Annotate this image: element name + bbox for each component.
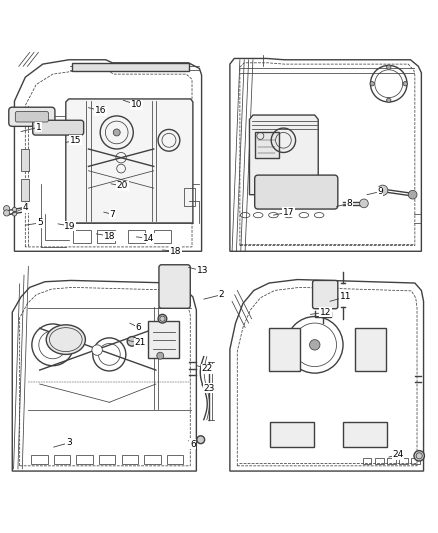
Text: 23: 23 [201, 384, 215, 393]
FancyBboxPatch shape [9, 107, 55, 126]
Circle shape [158, 314, 167, 323]
Circle shape [414, 450, 424, 461]
Bar [318, 287, 332, 302]
Text: 12: 12 [311, 308, 331, 317]
Text: 11: 11 [330, 293, 351, 302]
Text: 19: 19 [58, 222, 76, 231]
Circle shape [370, 82, 374, 86]
Text: 7: 7 [104, 210, 115, 219]
Bar [343, 422, 387, 447]
Circle shape [12, 212, 17, 216]
Text: 18: 18 [162, 247, 181, 256]
Text: 21: 21 [127, 338, 145, 347]
Bar [144, 455, 161, 464]
Bar [184, 188, 195, 206]
FancyBboxPatch shape [159, 265, 190, 308]
Bar [53, 455, 70, 464]
Bar [167, 455, 184, 464]
Ellipse shape [46, 325, 85, 354]
Bar [165, 295, 173, 305]
Bar [72, 63, 189, 71]
Circle shape [92, 345, 102, 356]
Text: 3: 3 [53, 438, 72, 447]
Text: 15: 15 [66, 136, 81, 145]
Text: 13: 13 [188, 266, 208, 276]
Polygon shape [250, 115, 318, 195]
Text: 10: 10 [123, 100, 142, 109]
Text: 24: 24 [389, 450, 404, 459]
Bar [99, 455, 116, 464]
Bar [363, 457, 371, 464]
Text: 22: 22 [197, 364, 212, 373]
Text: 9: 9 [367, 187, 383, 196]
Circle shape [387, 65, 391, 69]
Circle shape [157, 352, 164, 359]
Text: 16: 16 [88, 106, 106, 115]
Bar [76, 455, 93, 464]
Circle shape [310, 340, 320, 350]
Bar [21, 149, 29, 171]
Bar [31, 455, 47, 464]
Bar [121, 455, 138, 464]
Circle shape [12, 207, 17, 212]
Circle shape [408, 190, 417, 199]
Bar [269, 328, 300, 371]
Circle shape [127, 336, 137, 346]
Polygon shape [66, 99, 193, 223]
Circle shape [387, 98, 391, 102]
Circle shape [360, 199, 368, 208]
Circle shape [4, 206, 10, 212]
FancyBboxPatch shape [33, 120, 84, 135]
Text: 14: 14 [136, 233, 154, 243]
Bar [387, 457, 396, 464]
Text: 6: 6 [130, 323, 141, 332]
Bar [154, 230, 171, 243]
Text: 6: 6 [188, 440, 196, 449]
Text: 5: 5 [25, 219, 42, 228]
Circle shape [4, 210, 10, 216]
Bar [254, 132, 279, 158]
Bar [375, 457, 384, 464]
Bar [97, 230, 115, 243]
FancyBboxPatch shape [15, 111, 48, 122]
Bar [399, 457, 408, 464]
Bar [355, 328, 386, 371]
Bar [73, 230, 91, 243]
Circle shape [403, 82, 407, 86]
Text: 1: 1 [21, 123, 41, 132]
FancyBboxPatch shape [313, 280, 338, 309]
Text: 20: 20 [111, 181, 128, 190]
Text: 2: 2 [204, 290, 224, 300]
Bar [411, 457, 420, 464]
FancyBboxPatch shape [254, 175, 338, 209]
Bar [270, 422, 314, 447]
Text: 18: 18 [96, 231, 115, 240]
Bar [127, 230, 145, 243]
Text: 17: 17 [273, 207, 294, 216]
Bar [148, 321, 179, 358]
Circle shape [197, 436, 205, 443]
Circle shape [48, 341, 57, 349]
Circle shape [113, 129, 120, 136]
Circle shape [378, 185, 388, 196]
Bar [21, 180, 29, 201]
Text: 4: 4 [10, 203, 28, 214]
Text: 8: 8 [336, 199, 353, 208]
